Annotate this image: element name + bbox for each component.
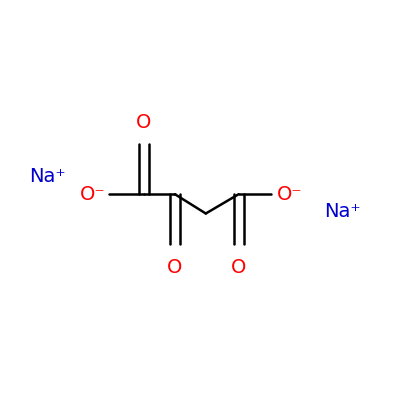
Text: O⁻: O⁻ bbox=[80, 185, 106, 204]
Text: Na⁺: Na⁺ bbox=[324, 202, 361, 221]
Text: O: O bbox=[167, 258, 182, 277]
Text: O: O bbox=[231, 258, 246, 277]
Text: Na⁺: Na⁺ bbox=[29, 167, 66, 186]
Text: O: O bbox=[136, 113, 152, 132]
Text: O⁻: O⁻ bbox=[277, 185, 303, 204]
